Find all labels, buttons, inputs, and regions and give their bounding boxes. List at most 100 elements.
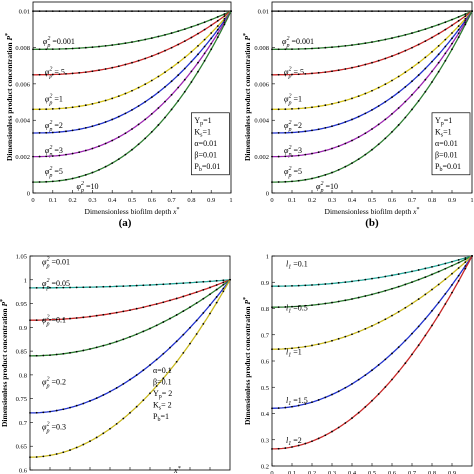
- series-point: [364, 327, 367, 330]
- series-point: [109, 427, 111, 430]
- series-point: [304, 345, 307, 348]
- series-point: [51, 48, 54, 51]
- series-point: [69, 351, 71, 354]
- series-point: [202, 312, 205, 314]
- series-line: [30, 279, 231, 414]
- series-point: [122, 338, 125, 341]
- series-point: [437, 314, 440, 316]
- series-point: [58, 154, 61, 157]
- series-point: [277, 108, 280, 111]
- series-point: [291, 131, 293, 134]
- series-point: [444, 28, 447, 31]
- series-point: [124, 132, 127, 135]
- series-point: [277, 306, 280, 309]
- series-point: [457, 19, 460, 22]
- series-point: [45, 108, 48, 111]
- series-point: [284, 155, 287, 158]
- series-point: [137, 10, 140, 12]
- series-point: [124, 42, 127, 45]
- series-point: [437, 270, 440, 273]
- series-point: [149, 327, 151, 330]
- series-point: [98, 145, 100, 148]
- x-axis-label: Dimensionless biofilm depth x*: [325, 207, 420, 216]
- series-point: [384, 118, 387, 121]
- series-point: [451, 32, 453, 34]
- series-point: [451, 260, 453, 263]
- series-point: [424, 334, 427, 337]
- series-point: [144, 83, 147, 86]
- series-point: [170, 93, 173, 96]
- series-point: [417, 43, 420, 46]
- series-point: [45, 180, 48, 183]
- param-text: Yp=1: [194, 116, 211, 127]
- series-point: [364, 374, 367, 376]
- series-point: [371, 108, 373, 111]
- series-point: [404, 71, 407, 74]
- series-point: [210, 48, 213, 51]
- x-tick-label: 0.2: [308, 197, 316, 204]
- series-point: [95, 286, 98, 288]
- series-point: [190, 10, 193, 12]
- series-point: [404, 271, 407, 274]
- series-point: [111, 139, 114, 142]
- series-point: [397, 124, 400, 126]
- series-point: [215, 279, 218, 282]
- series-point: [84, 71, 87, 73]
- series-point: [324, 283, 327, 285]
- series-point: [203, 59, 206, 62]
- series-point: [357, 115, 360, 118]
- series-point: [284, 131, 287, 134]
- series-label: φ2 p =0.001: [282, 36, 314, 49]
- chart-panel-3: 00.10.20.30.40.50.60.70.80.90.60.650.70.…: [0, 254, 231, 474]
- series-point: [35, 354, 38, 357]
- series-point: [111, 44, 114, 46]
- y-tick-label: 0.01: [258, 9, 269, 16]
- series-point: [78, 10, 81, 12]
- x-tick-label: 1: [470, 197, 473, 204]
- series-point: [51, 131, 54, 134]
- series-point: [137, 59, 140, 62]
- series-point: [135, 405, 138, 408]
- series-point: [357, 65, 360, 68]
- y-tick-label: 1: [266, 254, 269, 261]
- series-point: [337, 168, 340, 171]
- series-point: [78, 71, 81, 74]
- series-point: [203, 21, 206, 24]
- series-point: [71, 177, 74, 180]
- series-point: [471, 10, 473, 12]
- series-point: [91, 46, 94, 49]
- series-point: [29, 286, 31, 289]
- series-point: [89, 286, 91, 289]
- y-tick-label: 1: [24, 277, 27, 284]
- series-point: [397, 52, 400, 55]
- series-point: [417, 30, 420, 33]
- series-point: [444, 262, 447, 265]
- series-point: [210, 18, 213, 21]
- series-point: [49, 286, 51, 289]
- series-point: [122, 285, 125, 288]
- series-point: [202, 288, 205, 291]
- chart-panel-4: 0 0.1 0.2 0.3 0.4 0.5 0.6 0.7 0.8 0.9 0.2 0.3 0.4 0.5…: [243, 254, 473, 474]
- series-point: [391, 113, 393, 115]
- series-point: [457, 279, 460, 282]
- y-tick-label: 0.95: [16, 301, 27, 308]
- series-point: [149, 392, 151, 395]
- series-point: [331, 282, 333, 285]
- series-point: [291, 155, 293, 157]
- series-point: [144, 38, 147, 41]
- series-point: [384, 275, 387, 278]
- series-point: [364, 132, 367, 135]
- series-point: [38, 132, 41, 134]
- y-tick-label: 0.01: [19, 9, 30, 16]
- series-point: [451, 42, 453, 45]
- series-point: [35, 411, 38, 414]
- series-point: [51, 73, 54, 76]
- plot-frame: [271, 255, 473, 467]
- series-label: φ2 p =.5: [45, 67, 65, 80]
- series-point: [304, 403, 307, 405]
- series-point: [324, 341, 327, 344]
- series-point: [102, 394, 105, 396]
- series-point: [149, 364, 151, 366]
- series-label: φ2 p =0.2: [42, 376, 66, 389]
- series-point: [182, 310, 185, 313]
